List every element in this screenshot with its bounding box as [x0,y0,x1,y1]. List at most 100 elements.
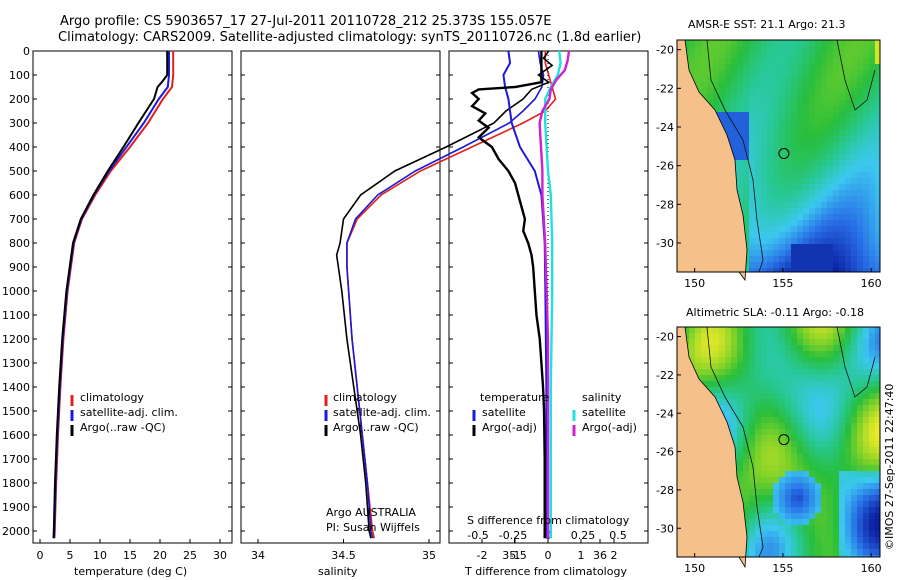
temp-xtick-label: 20 [153,549,167,562]
legend-diff-t-argo: Argo(-adj) [482,421,537,434]
temp-xlabel: temperature (deg C) [74,565,188,578]
legend-sal-clim: climatology [333,391,397,404]
imos-stamp: ©IMOS 27-Sep-2011 22:47:40 [883,383,896,550]
diff-xtick-label: 1 [578,549,585,562]
ytick-label: 900 [9,261,30,274]
header-line2: Climatology: CARS2009. Satellite-adjuste… [58,30,642,45]
sal-xtick-label: 34 [251,549,265,562]
temp-series-2 [52,51,169,539]
legend-diff-s-title: salinity [582,391,622,404]
sst-map-xtick-label: 155 [772,277,793,290]
sla-map-xtick-label: 150 [684,562,705,575]
ytick-label: 100 [9,69,30,82]
credit-agency: Argo AUSTRALIA [326,506,416,519]
ytick-label: 1900 [2,501,30,514]
ytick-label: 200 [9,93,30,106]
ytick-label: 1000 [2,285,30,298]
sst-map-ytick-label: -30 [656,237,674,250]
diff-t-argo [470,51,546,539]
sst-map-land [676,39,748,282]
sla-map-ytick-label: -22 [656,369,674,382]
ytick-label: 400 [9,141,30,154]
sst-map-ytick-label: -22 [656,82,674,95]
sla-map-xtick-label: 155 [772,562,793,575]
ytick-label: 500 [9,165,30,178]
sla-map-argo-marker [778,434,790,446]
legend-diff-s-sat: satellite [582,406,626,419]
sst-map-title: AMSR-E SST: 21.1 Argo: 21.3 [688,18,846,31]
sal-series-0 [346,51,557,539]
diff-stick-label: -0.5 [467,529,488,542]
header-line1: Argo profile: CS 5903657_17 27-Jul-2011 … [60,14,552,29]
legend-temp-sat: satellite-adj. clim. [80,406,178,419]
plot-frame-1 [240,50,441,544]
sal-xlabel: salinity [318,565,358,578]
sla-map-ytick-label: -30 [656,522,674,535]
sla-map-xtick-label: 160 [861,562,882,575]
sst-map-xtick-label: 150 [684,277,705,290]
temp-xtick-label: 5 [67,549,74,562]
sla-map-title: Altimetric SLA: -0.11 Argo: -0.18 [686,306,864,319]
temp-xtick-label: 30 [213,549,227,562]
sal-series-1 [346,50,545,539]
sla-map-ytick-label: -26 [656,446,674,459]
sst-map-ytick-label: -20 [656,44,674,57]
temp-series-1 [53,51,170,539]
ytick-label: 1100 [2,309,30,322]
ytick-label: 1300 [2,357,30,370]
diff-s-argo [538,50,571,539]
diff-s-axis-label: S difference from climatology [467,514,630,527]
legend-temp-argo: Argo(..raw -QC) [80,421,166,434]
ytick-label: 1400 [2,381,30,394]
sal-xtick-label: 34.5 [331,549,356,562]
diff-stick-label: 0.25 [571,529,596,542]
diff-xtick-label: 0 [545,549,552,562]
ytick-label: 300 [9,117,30,130]
temp-xtick-label: 10 [93,549,107,562]
sla-map-ytick-label: -24 [656,407,674,420]
ytick-label: 700 [9,213,30,226]
diff-stick-label: -0.25 [499,529,527,542]
sla-map-contour-2 [836,326,876,398]
diff-xtick-label: -2 [477,549,488,562]
diff-xtick-label: -1 [510,549,521,562]
ytick-label: 1800 [2,477,30,490]
credit-pi: PI: Susan Wijffels [326,521,420,534]
sst-map-frame [676,39,881,273]
temp-series-0 [53,51,175,539]
sal-xtick-label: 35 [422,549,436,562]
sst-map-contour [706,39,764,273]
diff-s-satellite [544,50,562,539]
ytick-label: 2000 [2,525,30,538]
ytick-label: 0 [23,45,30,58]
diff-xlabel: T difference from climatology [465,565,627,578]
sst-map-ytick-label: -28 [656,198,674,211]
sst-map-xtick-label: 160 [861,277,882,290]
sla-map-ytick-label: -28 [656,484,674,497]
legend-temp-clim: climatology [80,391,144,404]
ytick-label: 1600 [2,429,30,442]
sla-map-contour [706,326,764,558]
ytick-label: 1700 [2,453,30,466]
sst-map-contour-2 [836,39,876,111]
sla-map-land [676,326,748,569]
sst-map-ytick-label: -24 [656,121,674,134]
diff-stick-label: 0.5 [609,529,627,542]
ytick-label: 600 [9,189,30,202]
ytick-label: 800 [9,237,30,250]
legend-sal-argo: Argo(..raw -QC) [333,421,419,434]
sst-map-argo-marker [778,148,790,160]
plot-frame-0 [32,50,233,544]
temp-xtick-label: 25 [183,549,197,562]
ytick-label: 1500 [2,405,30,418]
legend-diff-t-sat: satellite [482,406,526,419]
sal-xtick-label: 36 [593,549,607,562]
sst-map-ytick-label: -26 [656,160,674,173]
legend-sal-sat: satellite-adj. clim. [333,406,431,419]
sal-series-2 [335,50,554,539]
legend-diff-s-argo: Argo(-adj) [582,421,637,434]
ytick-label: 1200 [2,333,30,346]
temp-xtick-label: 0 [37,549,44,562]
diff-t-satellite [502,50,548,539]
